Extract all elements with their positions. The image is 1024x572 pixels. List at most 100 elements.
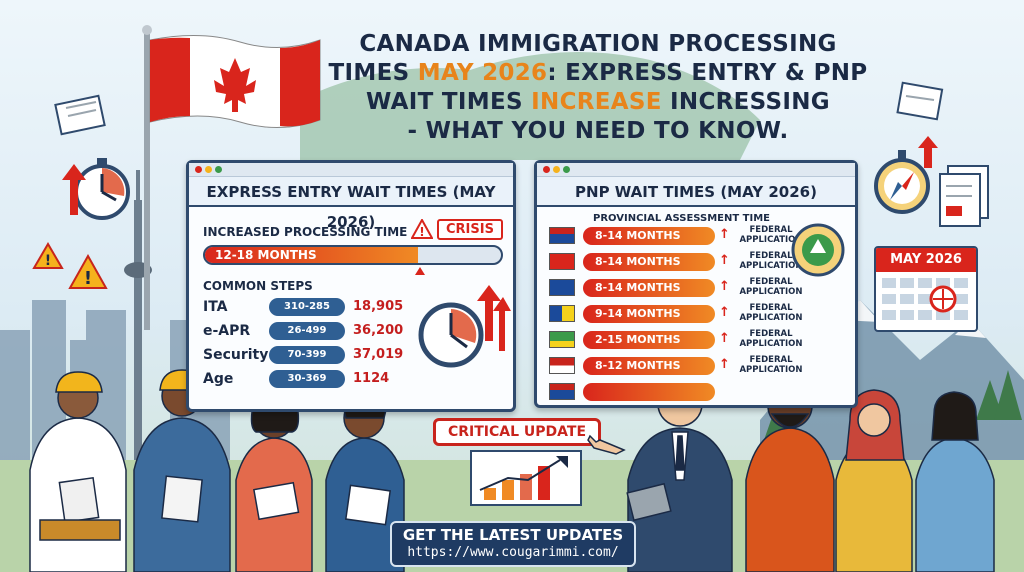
pnp-row: 8-14 MONTHS ↑ FEDERAL APPLICATION — [549, 251, 803, 273]
cta-title: GET THE LATEST UPDATES — [402, 526, 624, 544]
step-value: 36,200 — [353, 323, 404, 338]
province-flag-icon — [549, 253, 575, 270]
province-flag-icon — [549, 331, 575, 348]
application-text: APPLICATION — [739, 287, 803, 297]
headline-text: INCRESSING — [661, 89, 830, 115]
canada-map-silhouette — [300, 52, 760, 160]
common-steps-label: COMMON STEPS — [203, 279, 313, 293]
pnp-months: 8-12 MONTHS — [583, 357, 715, 375]
federal-text: FEDERAL — [749, 303, 793, 313]
pnp-months: 8-14 MONTHS — [583, 279, 715, 297]
processing-time-bar: 12-18 MONTHS — [203, 245, 503, 265]
step-range: 310-285 — [269, 298, 345, 316]
federal-text: FEDERAL — [749, 329, 793, 339]
pnp-row: 8-14 MONTHS ↑ FEDERAL APPLICATION — [549, 225, 803, 247]
province-flag-icon — [549, 279, 575, 296]
step-value: 37,019 — [353, 347, 404, 362]
express-entry-title: EXPRESS ENTRY WAIT TIMES (MAY 2026) — [189, 177, 513, 231]
province-flag-icon — [549, 357, 575, 374]
step-name: ITA — [203, 299, 228, 315]
critical-update-badge: CRITICAL UPDATE — [433, 418, 601, 446]
pnp-panel: PNP WAIT TIMES (MAY 2026) PROVINCIAL ASS… — [534, 160, 858, 408]
federal-application-label: FEDERAL APPLICATION — [733, 303, 809, 323]
arrow-up-icon — [918, 136, 938, 168]
pnp-months: 2-15 MONTHS — [583, 331, 715, 349]
stopwatch-icon — [74, 158, 130, 220]
arrow-up-icon: ↑ — [719, 227, 730, 242]
processing-time-text: 12-18 MONTHS — [215, 248, 317, 262]
window-dot-icon — [215, 166, 222, 173]
pointing-hand-icon — [587, 434, 626, 455]
latest-updates-banner[interactable]: GET THE LATEST UPDATES https://www.couga… — [390, 521, 636, 567]
warning-icon: ! — [411, 219, 433, 239]
canada-flag-icon — [149, 35, 321, 128]
federal-application-label: FEDERAL APPLICATION — [733, 329, 809, 349]
calendar-month-label: MAY 2026 — [876, 248, 976, 272]
step-name: Age — [203, 371, 234, 387]
application-text: APPLICATION — [739, 365, 803, 375]
headline-highlight: MAY 2026 — [417, 60, 548, 86]
step-row: e-APR 26-499 36,200 — [203, 321, 433, 343]
arrow-up-icon: ↑ — [719, 331, 730, 346]
headline-line3: WAIT TIMES INCREASE INCRESSING — [318, 88, 878, 117]
province-flag-icon — [549, 383, 575, 400]
headline-text: WAIT TIMES — [366, 89, 532, 115]
headline-line1: CANADA IMMIGRATION PROCESSING — [359, 31, 837, 57]
application-text: APPLICATION — [739, 313, 803, 323]
step-name: e-APR — [203, 323, 251, 339]
headline-text: TIMES — [328, 60, 418, 86]
step-row: ITA 310-285 18,905 — [203, 297, 433, 319]
pnp-row: 8-12 MONTHS ↑ FEDERAL APPLICATION — [549, 355, 803, 377]
federal-text: FEDERAL — [749, 251, 793, 261]
headline: CANADA IMMIGRATION PROCESSING TIMES MAY … — [318, 30, 878, 146]
pnp-months: 8-14 MONTHS — [583, 253, 715, 271]
provincial-assessment-label: PROVINCIAL ASSESSMENT TIME — [593, 213, 771, 224]
documents-icon — [896, 81, 944, 121]
pnp-row: 9-14 MONTHS ↑ FEDERAL APPLICATION — [549, 303, 803, 325]
arrow-up-icon — [62, 164, 86, 215]
province-flag-icon — [549, 305, 575, 322]
application-text: APPLICATION — [739, 235, 803, 245]
application-text: APPLICATION — [739, 261, 803, 271]
federal-text: FEDERAL — [749, 355, 793, 365]
step-range: 26-499 — [269, 322, 345, 340]
marker-triangle-icon — [415, 267, 425, 275]
calendar-icon: MAY 2026 — [874, 246, 978, 332]
svg-text:!: ! — [419, 225, 424, 239]
federal-text: FEDERAL — [749, 277, 793, 287]
window-dot-icon — [195, 166, 202, 173]
clock-icon — [418, 285, 511, 368]
federal-application-label: FEDERAL APPLICATION — [733, 277, 809, 297]
step-range: 30-369 — [269, 370, 345, 388]
warning-icon: ! — [68, 253, 108, 289]
svg-text:!: ! — [84, 268, 92, 289]
step-value: 1124 — [353, 371, 390, 386]
window-dot-icon — [553, 166, 560, 173]
window-dot-icon — [205, 166, 212, 173]
pnp-title: PNP WAIT TIMES (MAY 2026) — [537, 177, 855, 207]
window-bar — [189, 163, 513, 177]
government-seal-icon — [791, 223, 845, 277]
express-entry-panel: EXPRESS ENTRY WAIT TIMES (MAY 2026) INCR… — [186, 160, 516, 412]
step-name: Security — [203, 347, 269, 363]
people-group — [29, 369, 995, 572]
arrow-up-icon: ↑ — [719, 279, 730, 294]
documents-icon — [939, 165, 989, 227]
step-row: Age 30-369 1124 — [203, 369, 433, 391]
cta-url-link[interactable]: https://www.cougarimmi.com/ — [407, 545, 619, 560]
headline-highlight: INCREASE — [531, 89, 662, 115]
warning-icon: ! — [32, 242, 64, 269]
window-dot-icon — [543, 166, 550, 173]
headline-line2: TIMES MAY 2026: EXPRESS ENTRY & PNP — [318, 59, 878, 88]
documents-icon — [54, 94, 106, 136]
federal-application-label: FEDERAL APPLICATION — [733, 251, 809, 271]
step-range: 70-399 — [269, 346, 345, 364]
federal-application-label: FEDERAL APPLICATION — [733, 355, 809, 375]
arrow-up-icon: ↑ — [719, 253, 730, 268]
province-flag-icon — [549, 227, 575, 244]
pnp-row: 8-14 MONTHS ↑ FEDERAL APPLICATION — [549, 277, 803, 299]
headline-text: : EXPRESS ENTRY & PNP — [547, 60, 868, 86]
step-row: Security 70-399 37,019 — [203, 345, 433, 367]
compass-icon — [874, 150, 930, 214]
pnp-row: 2-15 MONTHS ↑ FEDERAL APPLICATION — [549, 329, 803, 351]
